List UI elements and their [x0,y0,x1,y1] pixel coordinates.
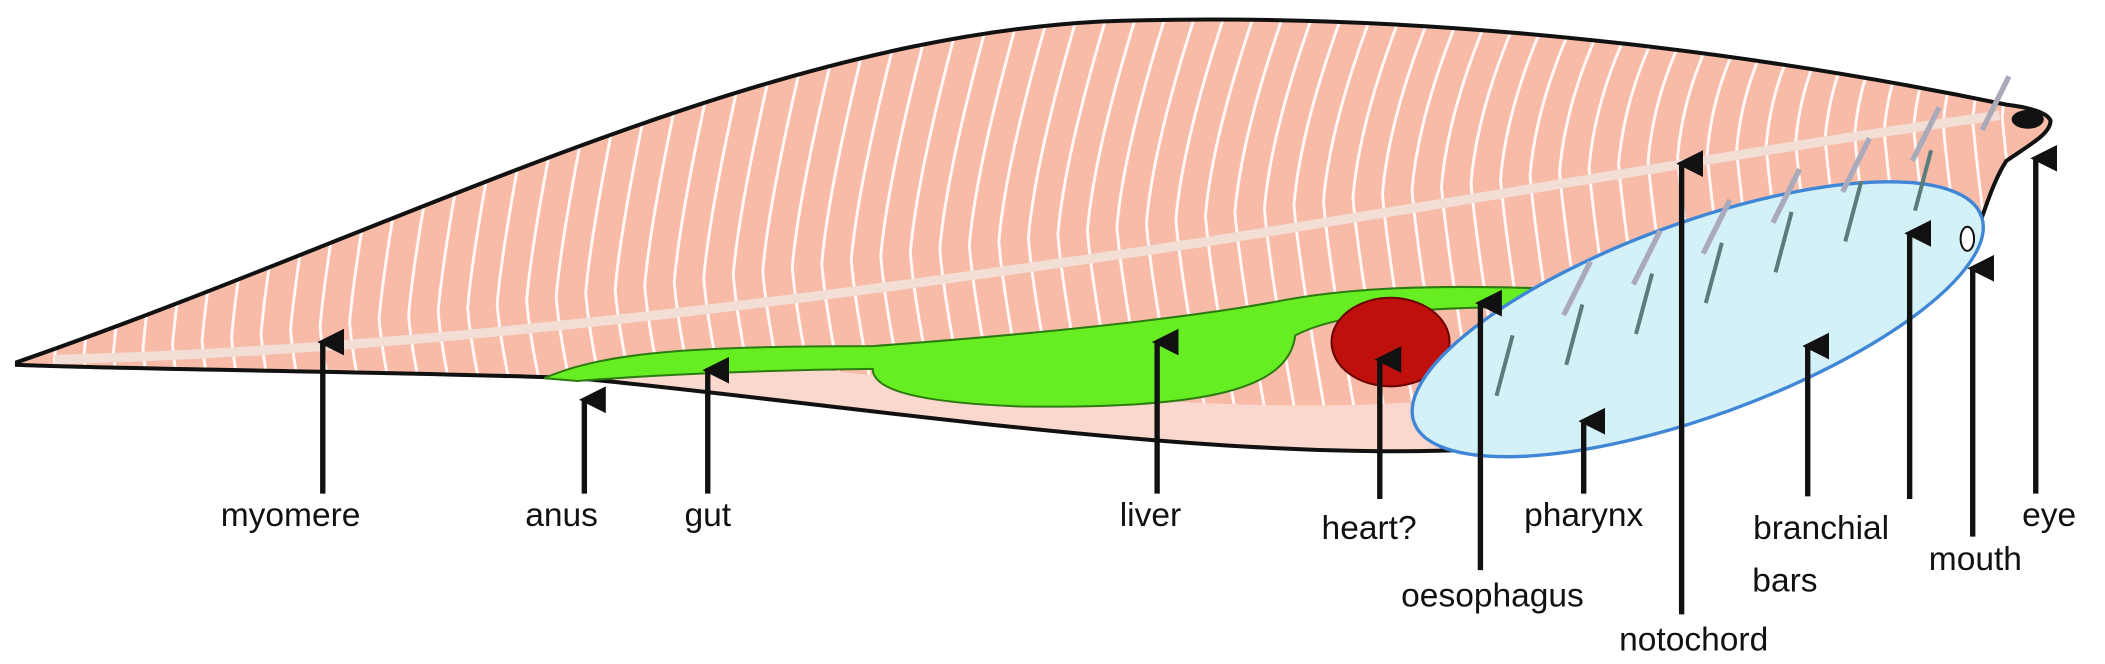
branchial-bar [1770,167,1803,224]
myomere-line [1971,19,2028,452]
label: myomere [221,497,361,534]
heart-shape [1330,296,1451,388]
myomere-line [53,19,110,452]
myomere-line [2000,19,2051,452]
labels: myomere anus gut liver heart? pharynx oe… [221,497,2076,659]
branchial-bar [1840,136,1872,194]
branchial-bar [1703,242,1724,304]
myomere-line [141,19,199,452]
label: pharynx [1524,497,1643,534]
label: oesophagus [1401,577,1584,614]
label: notochord [1619,622,1768,659]
branchial-bar [1494,334,1515,397]
label: liver [1120,497,1181,534]
branchial-bar [1913,149,1934,212]
label: heart? [1322,510,1417,547]
label: eye [2022,497,2076,534]
branchial-bar [1561,260,1593,317]
gut-liver [543,285,1545,408]
branchial-bar [1843,180,1864,242]
myomere-line [171,19,228,452]
branchial-bars-shape [1494,75,2012,397]
branchial-bar [1630,229,1663,286]
label: bars [1752,563,1817,600]
gut-shape [543,285,1545,408]
branchial-bar [1909,106,1942,163]
arrows [317,144,2058,615]
notochord-shape [54,110,2001,365]
branchial-bar [1700,198,1733,255]
eye-shape [2011,109,2044,129]
branchial-bar [1979,75,2012,132]
mouth-shape [1959,225,1976,252]
label: mouth [1929,541,2022,578]
branchial-bar [1773,211,1794,273]
myomere-line [200,19,258,452]
branchial-bar [1564,303,1585,366]
myomere-line [82,19,140,452]
pharynx-shape [1410,75,2044,459]
myomere-line [112,19,169,452]
label: anus [525,497,598,534]
label: gut [684,497,731,534]
label: branchial [1753,510,1889,547]
branchial-bar [1634,273,1655,335]
pharynx-ellipse [1410,180,1985,459]
body-outline [14,17,2053,454]
